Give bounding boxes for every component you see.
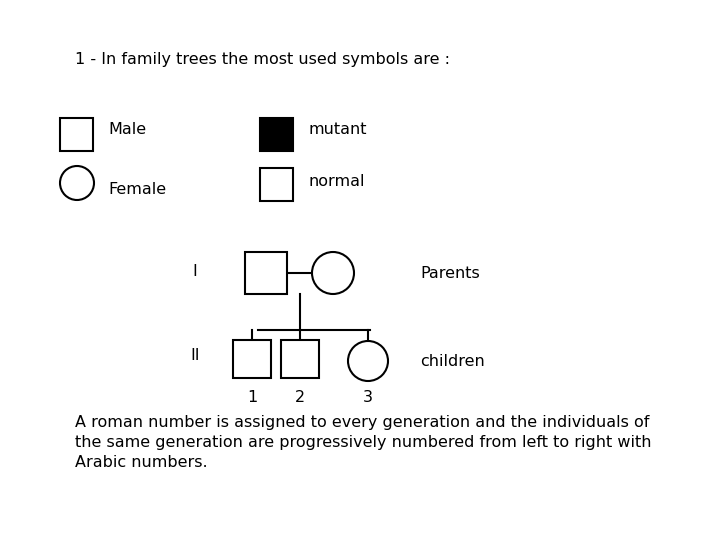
Bar xyxy=(233,340,271,378)
Text: A roman number is assigned to every generation and the individuals of
the same g: A roman number is assigned to every gene… xyxy=(75,415,652,470)
Circle shape xyxy=(348,341,388,381)
Text: Parents: Parents xyxy=(420,266,480,280)
Bar xyxy=(245,252,287,294)
Bar xyxy=(60,118,93,151)
Text: normal: normal xyxy=(308,174,364,190)
Circle shape xyxy=(312,252,354,294)
Text: children: children xyxy=(420,354,485,368)
Text: mutant: mutant xyxy=(308,123,366,138)
Circle shape xyxy=(60,166,94,200)
Text: 3: 3 xyxy=(363,390,373,405)
Text: Male: Male xyxy=(108,123,146,138)
Text: II: II xyxy=(190,348,199,362)
Text: 1 - In family trees the most used symbols are :: 1 - In family trees the most used symbol… xyxy=(75,52,450,67)
Text: Female: Female xyxy=(108,183,166,198)
Bar xyxy=(260,118,293,151)
Text: I: I xyxy=(193,265,197,280)
Bar xyxy=(281,340,319,378)
Text: 2: 2 xyxy=(295,390,305,405)
Bar xyxy=(260,168,293,201)
Text: 1: 1 xyxy=(247,390,257,405)
